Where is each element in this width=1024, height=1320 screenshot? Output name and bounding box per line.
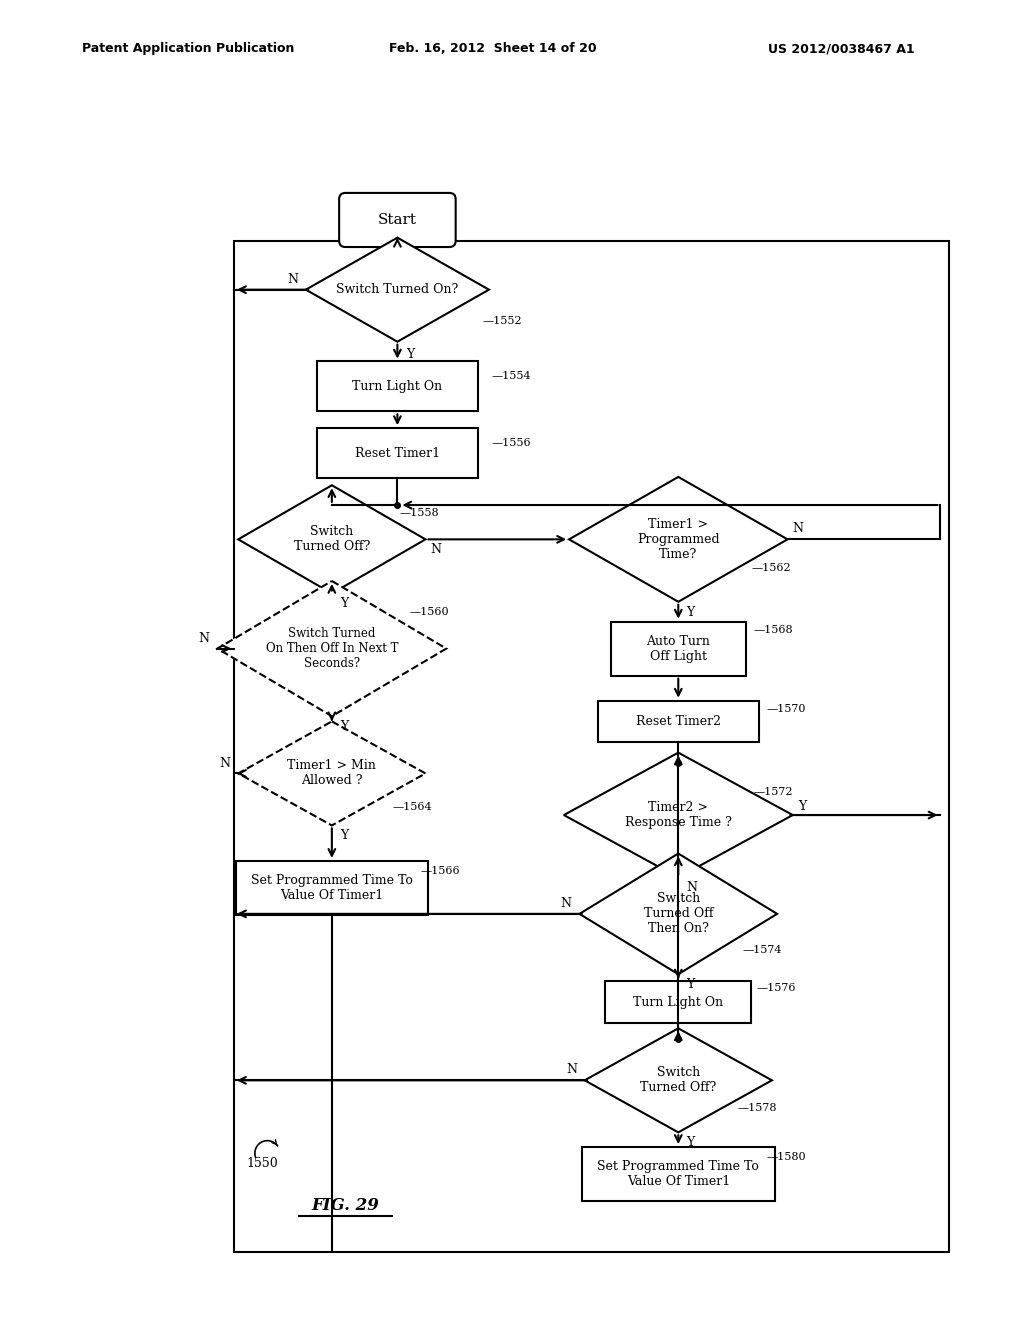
- Text: Turn Light On: Turn Light On: [633, 995, 723, 1008]
- Text: Set Programmed Time To
Value Of Timer1: Set Programmed Time To Value Of Timer1: [251, 874, 413, 902]
- Bar: [582, 1147, 774, 1201]
- Text: Timer1 > Min
Allowed ?: Timer1 > Min Allowed ?: [288, 759, 376, 788]
- Bar: [605, 982, 752, 1023]
- Text: Switch
Turned Off?: Switch Turned Off?: [640, 1067, 717, 1094]
- Text: —1564: —1564: [392, 801, 432, 812]
- Polygon shape: [580, 854, 777, 974]
- Text: Timer1 >
Programmed
Time?: Timer1 > Programmed Time?: [637, 517, 720, 561]
- Bar: [316, 428, 478, 478]
- Polygon shape: [239, 486, 426, 594]
- Text: —1580: —1580: [767, 1152, 806, 1163]
- Text: 1550: 1550: [247, 1158, 279, 1170]
- Text: —1554: —1554: [492, 371, 530, 381]
- Text: N: N: [219, 756, 230, 770]
- Polygon shape: [239, 722, 426, 825]
- Text: —1576: —1576: [757, 983, 796, 993]
- Text: N: N: [687, 882, 697, 895]
- Polygon shape: [306, 238, 488, 342]
- FancyBboxPatch shape: [339, 193, 456, 247]
- Text: Feb. 16, 2012  Sheet 14 of 20: Feb. 16, 2012 Sheet 14 of 20: [389, 42, 597, 55]
- Text: Y: Y: [687, 606, 695, 619]
- Text: Reset Timer2: Reset Timer2: [636, 715, 721, 727]
- Text: Y: Y: [406, 347, 414, 360]
- Text: —1578: —1578: [737, 1104, 777, 1113]
- Text: N: N: [566, 1064, 577, 1076]
- Bar: [610, 622, 745, 676]
- Text: Start: Start: [378, 213, 417, 227]
- Bar: [316, 362, 478, 412]
- Polygon shape: [564, 752, 793, 878]
- Text: —1574: —1574: [742, 945, 782, 956]
- Text: FIG. 29: FIG. 29: [311, 1197, 379, 1213]
- Text: US 2012/0038467 A1: US 2012/0038467 A1: [768, 42, 914, 55]
- Text: Switch Turned
On Then Off In Next T
Seconds?: Switch Turned On Then Off In Next T Seco…: [265, 627, 398, 671]
- Text: —1560: —1560: [410, 607, 450, 618]
- Text: Y: Y: [687, 1137, 695, 1150]
- Polygon shape: [569, 477, 787, 602]
- Text: Switch Turned On?: Switch Turned On?: [336, 284, 459, 296]
- Bar: [236, 861, 428, 915]
- Text: Y: Y: [798, 800, 806, 813]
- Text: Switch
Turned Off?: Switch Turned Off?: [294, 525, 370, 553]
- Polygon shape: [585, 1028, 772, 1133]
- Text: Set Programmed Time To
Value Of Timer1: Set Programmed Time To Value Of Timer1: [597, 1160, 759, 1188]
- Text: Y: Y: [340, 721, 348, 733]
- Text: —1568: —1568: [754, 624, 793, 635]
- Text: —1552: —1552: [482, 315, 522, 326]
- Text: N: N: [431, 544, 441, 556]
- Text: Y: Y: [340, 829, 348, 842]
- Text: Y: Y: [687, 978, 695, 991]
- Text: —1570: —1570: [767, 704, 806, 714]
- Text: N: N: [793, 523, 804, 536]
- Text: N: N: [287, 273, 298, 285]
- Text: —1556: —1556: [492, 438, 530, 447]
- Text: Reset Timer1: Reset Timer1: [355, 446, 440, 459]
- Text: —1558: —1558: [399, 508, 439, 519]
- Text: —1572: —1572: [754, 787, 793, 797]
- Text: Switch
Turned Off
Then On?: Switch Turned Off Then On?: [643, 892, 713, 936]
- Text: —1566: —1566: [420, 866, 460, 876]
- Text: Patent Application Publication: Patent Application Publication: [82, 42, 294, 55]
- Text: Auto Turn
Off Light: Auto Turn Off Light: [646, 635, 711, 663]
- Bar: [234, 240, 949, 1251]
- Text: N: N: [561, 898, 571, 909]
- Polygon shape: [217, 581, 446, 717]
- Text: Y: Y: [340, 598, 348, 610]
- Text: N: N: [199, 632, 210, 644]
- Text: —1562: —1562: [752, 564, 791, 573]
- Bar: [598, 701, 759, 742]
- Text: Turn Light On: Turn Light On: [352, 380, 442, 393]
- Text: Timer2 >
Response Time ?: Timer2 > Response Time ?: [625, 801, 732, 829]
